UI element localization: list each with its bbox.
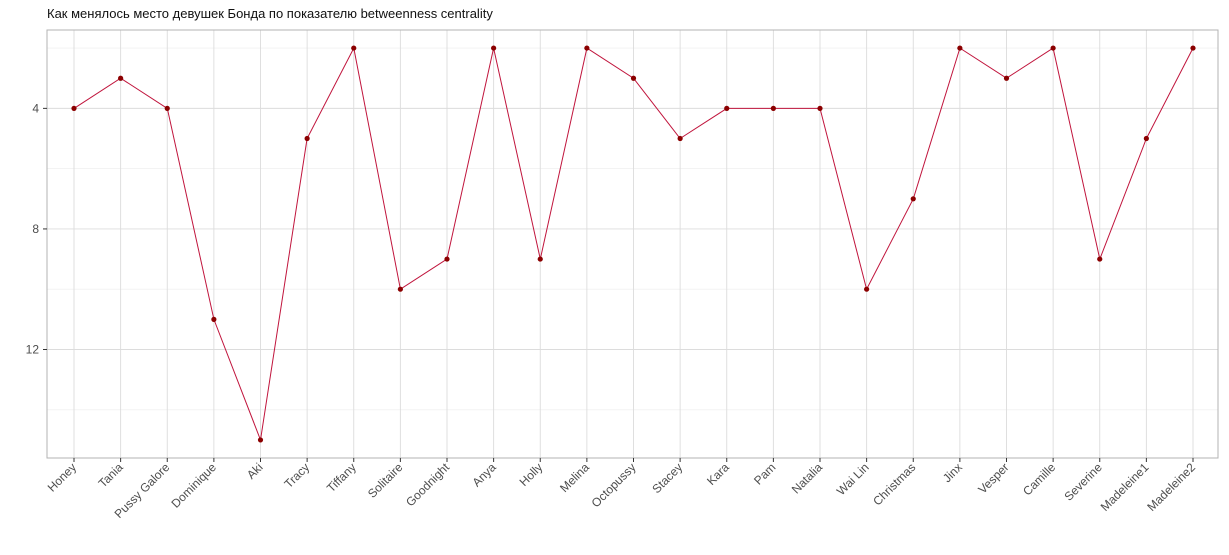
data-point <box>71 105 77 111</box>
data-point <box>724 105 730 111</box>
data-point <box>1050 45 1056 51</box>
data-point <box>677 135 683 142</box>
y-tick-label: 4 <box>32 101 39 115</box>
x-tick-label: Jinx <box>940 460 965 485</box>
data-point <box>164 105 170 111</box>
data-point <box>770 105 776 111</box>
x-tick-label: Honey <box>45 460 79 494</box>
x-tick-label: Aki <box>244 460 266 482</box>
data-point <box>910 196 916 202</box>
data-point <box>351 45 357 51</box>
x-tick-label: Solitaire <box>365 460 406 501</box>
x-tick-label: Melina <box>557 460 592 495</box>
x-tick-label: Wai Lin <box>834 460 872 498</box>
x-tick-label: Holly <box>517 460 546 489</box>
x-tick-label: Kara <box>704 460 732 488</box>
data-point <box>957 45 963 51</box>
x-tick-label: Tiffany <box>324 460 359 495</box>
x-tick-label: Natalia <box>789 460 826 497</box>
x-tick-label: Madeleine2 <box>1144 460 1198 514</box>
y-tick-label: 12 <box>26 342 40 356</box>
data-point <box>817 105 823 111</box>
x-tick-label: Dominique <box>169 460 220 511</box>
x-tick-label: Tracy <box>281 460 312 491</box>
data-point <box>211 316 217 322</box>
data-point <box>444 256 450 262</box>
data-point <box>584 45 590 51</box>
x-tick-label: Pam <box>751 460 778 487</box>
data-point <box>630 75 637 81</box>
data-point <box>864 286 870 292</box>
x-tick-label: Madeleine1 <box>1098 460 1152 514</box>
x-tick-label: Camille <box>1020 460 1058 498</box>
data-point <box>257 437 264 443</box>
x-tick-label: Severine <box>1061 460 1105 504</box>
data-point <box>1003 75 1010 81</box>
chart-title: Как менялось место девушек Бонда по пока… <box>47 6 493 21</box>
data-point <box>1190 45 1196 51</box>
data-point <box>537 256 543 262</box>
data-point <box>491 45 497 51</box>
x-tick-label: Vesper <box>975 460 1011 496</box>
x-tick-label: Octopussy <box>589 460 639 510</box>
x-tick-label: Anya <box>470 460 499 489</box>
data-point <box>397 286 403 292</box>
panel-border <box>46 29 1219 459</box>
x-tick-label: Goodnight <box>403 460 453 510</box>
x-tick-label: Tania <box>96 460 126 490</box>
data-point <box>304 135 310 142</box>
data-point <box>1143 135 1149 142</box>
data-point <box>118 75 124 81</box>
data-point <box>1097 256 1103 262</box>
y-tick-label: 8 <box>32 222 39 236</box>
x-tick-label: Christmas <box>870 460 918 508</box>
x-tick-label: Stacey <box>649 460 685 496</box>
